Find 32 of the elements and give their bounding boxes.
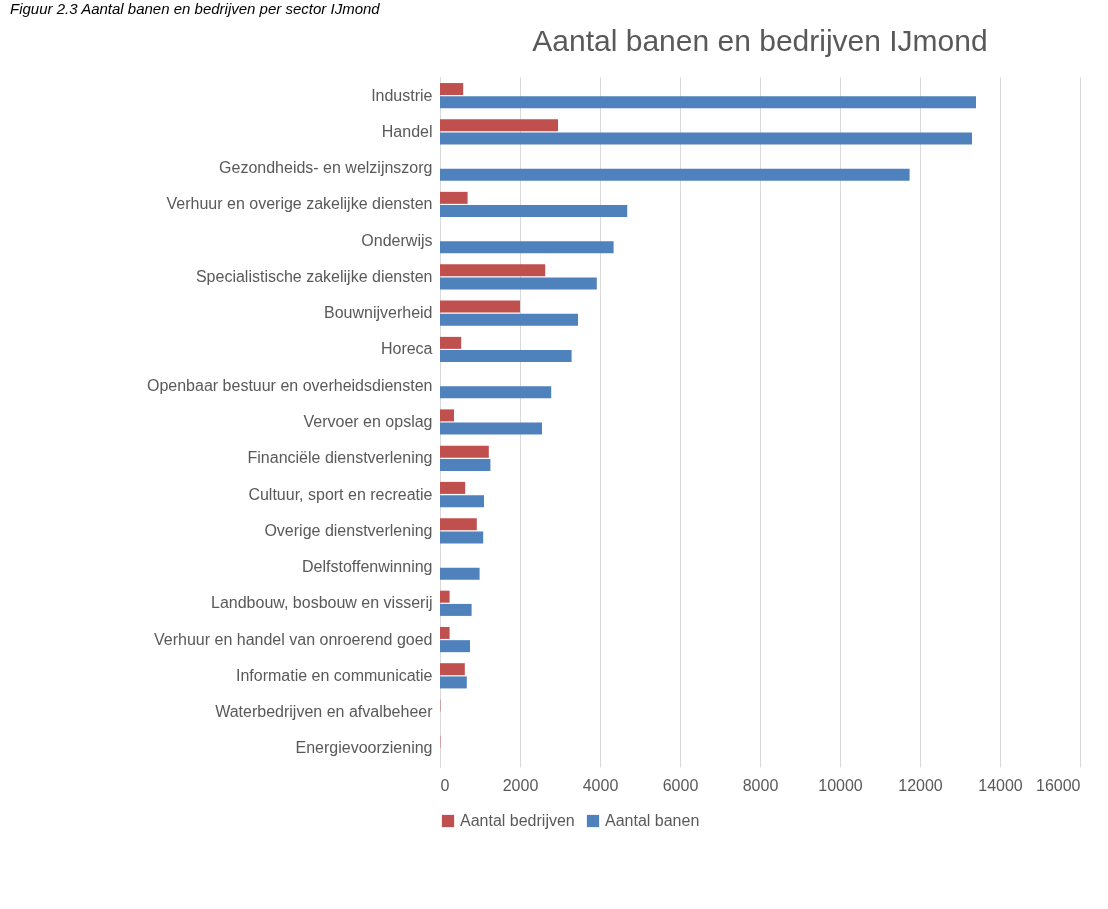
y-tick-label: Verhuur en overige zakelijke diensten [166,195,433,213]
y-tick-label: Bouwnijverheid [323,304,433,322]
x-tick-label: 10000 [818,776,863,794]
y-tick-label: Waterbedrijven en afvalbeheer [215,703,434,721]
x-tick-label: 6000 [662,776,699,794]
y-tick-label: Energievoorziening [295,739,433,757]
y-tick-label: Horeca [380,340,433,358]
y-tick-label: Vervoer en opslag [303,413,433,430]
y-tick-label: Handel [381,122,433,140]
x-tick-label: 0 [440,776,450,794]
y-tick-label: Gezondheids- en welzijnszorg [219,159,433,177]
y-tick-label: Cultuur, sport en recreatie [248,485,433,503]
x-tick-label: 16000 [1036,776,1081,794]
chart-title: Aantal banen en bedrijven IJmond [532,24,988,57]
y-tick-label: Onderwijs [361,231,433,249]
y-tick-label: Delfstoffenwinning [302,558,433,576]
y-tick-label: Financiële dienstverlening [247,449,433,467]
legend-label: Aantal bedrijven [460,812,575,829]
y-tick-label: Landbouw, bosbouw en visserij [211,594,433,612]
x-tick-label: 14000 [978,776,1023,794]
x-tick-label: 4000 [582,776,619,794]
text: Figuur 2.3 Aantal banen en bedrijven per sector IJmond [10,0,381,17]
x-tick-label: 2000 [502,776,539,794]
y-tick-label: Overige dienstverlening [264,521,433,539]
x-tick-label: 8000 [742,776,779,794]
y-tick-label: Specialistische zakelijke diensten [195,267,433,285]
y-tick-label: Informatie en communicatie [235,666,433,684]
x-tick-label: 12000 [898,776,943,794]
y-tick-label: Industrie [371,86,433,104]
legend-label: Aantal banen [605,812,700,829]
y-tick-label: Verhuur en handel van onroerend goed [154,630,433,648]
y-tick-label: Openbaar bestuur en overheidsdiensten [146,376,433,394]
